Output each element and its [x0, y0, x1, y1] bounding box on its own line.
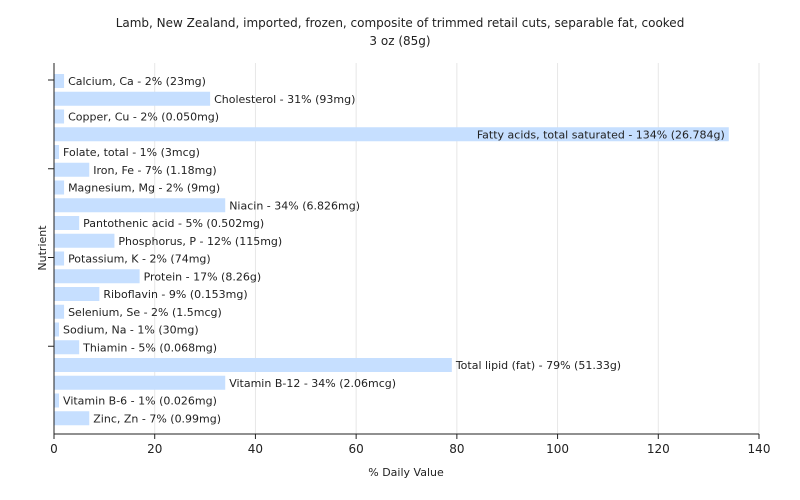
bar [54, 162, 90, 177]
grid-lines [154, 63, 760, 434]
bar [54, 393, 60, 408]
bar-label: Selenium, Se - 2% (1.5mcg) [68, 306, 222, 319]
bar [54, 287, 100, 301]
y-axis-label: Nutrient [36, 225, 49, 271]
bar-label: Riboflavin - 9% (0.153mg) [103, 288, 247, 301]
bars: Calcium, Ca - 2% (23mg) Cholesterol - 31%… [54, 74, 729, 426]
bar-label: Calcium, Ca - 2% (23mg) [68, 75, 206, 88]
bar-label: Potassium, K - 2% (74mg) [68, 253, 211, 266]
bar-label: Total lipid (fat) - 79% (51.33g) [455, 359, 621, 372]
bar [54, 269, 140, 284]
x-tick-label: 80 [449, 442, 464, 456]
bar [54, 322, 60, 337]
bar-label: Iron, Fe - 7% (1.18mg) [93, 164, 216, 177]
x-tick-label: 0 [50, 442, 58, 456]
x-tick-label: 40 [248, 442, 263, 456]
bar-label: Vitamin B-6 - 1% (0.026mg) [63, 395, 217, 408]
bar [54, 145, 60, 159]
x-tick-label: 60 [349, 442, 364, 456]
bar-label: Zinc, Zn - 7% (0.99mg) [93, 412, 221, 425]
bar [54, 233, 115, 248]
bar [54, 74, 65, 88]
bar-label: Cholesterol - 31% (93mg) [214, 93, 355, 106]
x-tick-label: 140 [748, 442, 771, 456]
bar [54, 251, 65, 266]
bar [54, 411, 90, 426]
bar [54, 375, 226, 390]
axes: 0 20 40 60 80 100 120 140 [48, 63, 770, 456]
bar-label: Vitamin B-12 - 34% (2.06mcg) [229, 377, 396, 390]
chart-title: Lamb, New Zealand, imported, frozen, com… [116, 16, 685, 30]
bar-label: Phosphorus, P - 12% (115mg) [118, 235, 282, 248]
bar [54, 304, 65, 319]
bar [54, 180, 65, 195]
bar [54, 109, 65, 124]
x-tick-label: 120 [647, 442, 670, 456]
bar-label: Thiamin - 5% (0.068mg) [82, 341, 217, 354]
bar-label: Sodium, Na - 1% (30mg) [63, 324, 199, 337]
bar [54, 216, 80, 230]
bar-label: Copper, Cu - 2% (0.050mg) [68, 111, 219, 124]
bar-label: Pantothenic acid - 5% (0.502mg) [83, 217, 264, 230]
x-tick-label: 100 [546, 442, 569, 456]
bar-label: Fatty acids, total saturated - 134% (26.… [477, 128, 725, 141]
bar-label: Niacin - 34% (6.826mg) [229, 199, 360, 212]
x-tick-label: 20 [147, 442, 162, 456]
bar-label: Magnesium, Mg - 2% (9mg) [68, 182, 220, 195]
bar-label: Protein - 17% (8.26g) [144, 270, 262, 283]
bar [54, 358, 452, 372]
bar [54, 198, 226, 213]
x-axis-label: % Daily Value [368, 466, 444, 479]
bar [54, 340, 80, 355]
bar [54, 127, 729, 142]
bar [54, 91, 211, 106]
bar-label: Folate, total - 1% (3mcg) [63, 146, 200, 159]
chart-subtitle: 3 oz (85g) [369, 34, 430, 48]
